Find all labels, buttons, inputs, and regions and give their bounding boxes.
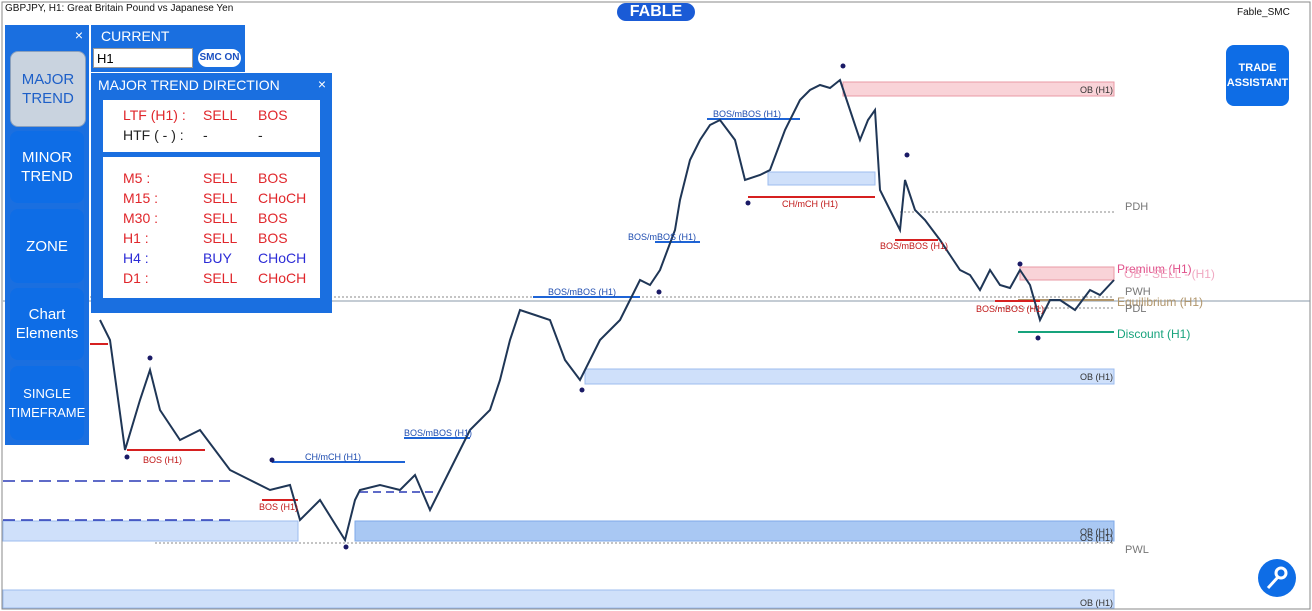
side-button[interactable]: SINGLE TIMEFRAME	[9, 366, 85, 440]
close-button[interactable]: ×	[74, 27, 83, 43]
symbol-title: GBPJPY, H1: Great Britain Pound vs Japan…	[5, 3, 234, 14]
level-label: PWL	[1125, 544, 1149, 556]
structure-label: BOS/mBOS (H1)	[628, 232, 696, 242]
trend-structure: BOS	[258, 107, 288, 123]
key-icon	[1266, 575, 1280, 590]
side-button[interactable]: MINOR TREND	[10, 131, 84, 203]
ob-zone	[767, 171, 876, 186]
trend-label: M5 :	[123, 170, 151, 186]
trend-signal: SELL	[203, 270, 238, 286]
trend-signal: SELL	[203, 210, 238, 226]
structure-label: CH/mCH (H1)	[305, 452, 361, 462]
trend-structure: -	[258, 127, 263, 143]
trend-signal: SELL	[203, 107, 238, 123]
side-button[interactable]: MAJOR TREND	[10, 51, 86, 127]
level-label: PDH	[1125, 201, 1148, 213]
discount-label: Discount (H1)	[1117, 327, 1190, 341]
ob-sell-label: OB - SELL - (H1)	[1124, 267, 1215, 281]
ob-zone	[2, 589, 1115, 609]
level-label: PDL	[1125, 303, 1146, 315]
chart-labels: OB (H1) BOS/mBOS (H1) CH/mCH (H1) BOS/mB…	[143, 85, 1215, 608]
trend-signal: SELL	[203, 170, 238, 186]
equilibrium-label: Equilibrium (H1)	[1117, 295, 1203, 309]
key-icon	[1274, 566, 1288, 580]
smc-toggle[interactable]: SMC ON	[198, 49, 241, 67]
trend-row: HTF ( - ) : - -	[103, 125, 320, 145]
brand-badge: FABLE	[617, 3, 695, 21]
zone-label: OB (H1)	[1080, 85, 1113, 95]
trend-structure: BOS	[258, 210, 288, 226]
structure-label: BOS/mBOS (H1)	[976, 304, 1044, 314]
trend-signal: BUY	[203, 250, 232, 266]
trend-label: M30 :	[123, 210, 159, 226]
trend-row: H1 : SELL BOS	[103, 228, 320, 248]
trend-title: MAJOR TREND DIRECTION	[98, 77, 280, 93]
trend-label: M15 :	[123, 190, 159, 206]
level-label: PWH	[1125, 286, 1151, 298]
side-button[interactable]: ZONE	[10, 209, 84, 283]
trend-label: D1 :	[123, 270, 149, 286]
premium-zone	[1019, 266, 1115, 281]
zone-label: OS (H1)	[1080, 533, 1113, 543]
trend-label: H4 :	[123, 250, 149, 266]
side-button[interactable]: Chart Elements	[10, 288, 84, 360]
ob-zone	[2, 520, 299, 542]
trend-signal: -	[203, 127, 208, 143]
trend-structure: CHoCH	[258, 270, 307, 286]
ob-zone	[354, 520, 1115, 542]
ltf-box: LTF (H1) : SELL BOS HTF ( - ) : - -	[103, 100, 320, 152]
ob-zone	[584, 368, 1115, 385]
trend-label: HTF ( - ) :	[123, 127, 184, 143]
trend-row: D1 : SELL CHoCH	[103, 268, 320, 288]
structure-label: BOS/mBOS (H1)	[404, 428, 472, 438]
zone-label: OB (H1)	[1080, 527, 1113, 537]
structure-label: BOS/mBOS (H1)	[548, 287, 616, 297]
structure-label: BOS (H1)	[259, 502, 298, 512]
premium-label: Premium (H1)	[1117, 262, 1192, 276]
trend-panel: MAJOR TREND DIRECTION × LTF (H1) : SELL BO…	[91, 73, 332, 313]
ob-zone	[842, 81, 1115, 97]
trend-row: M30 : SELL BOS	[103, 208, 320, 228]
trend-row: H4 : BUY CHoCH	[103, 248, 320, 268]
current-panel: CURRENT H1 SMC ON	[91, 25, 245, 72]
price-series	[99, 78, 1115, 543]
close-button[interactable]: ×	[317, 76, 326, 92]
timeframe-select[interactable]: H1	[93, 48, 193, 68]
trade-assistant-button[interactable]: TRADE ASSISTANT	[1226, 45, 1289, 106]
trend-structure: BOS	[258, 170, 288, 186]
trend-row: M5 : SELL BOS	[103, 168, 320, 188]
trend-signal: SELL	[203, 190, 238, 206]
structure-label: CH/mCH (H1)	[782, 199, 838, 209]
structure-label: BOS (H1)	[143, 455, 182, 465]
trend-structure: CHoCH	[258, 250, 307, 266]
trend-structure: BOS	[258, 230, 288, 246]
structure-label: BOS/mBOS (H1)	[713, 109, 781, 119]
trend-signal: SELL	[203, 230, 238, 246]
zone-label: OB (H1)	[1080, 598, 1113, 608]
structure-label: BOS/mBOS (H1)	[880, 241, 948, 251]
trend-label: H1 :	[123, 230, 149, 246]
current-title: CURRENT	[101, 28, 170, 44]
trend-structure: CHoCH	[258, 190, 307, 206]
trend-row: LTF (H1) : SELL BOS	[103, 105, 320, 125]
zone-label: OB (H1)	[1080, 372, 1113, 382]
pivot-markers	[124, 63, 1041, 550]
tf-box: M5 : SELL BOS M15 : SELL CHoCH M30 : SELL BOS H1 …	[103, 157, 320, 298]
trend-row: M15 : SELL CHoCH	[103, 188, 320, 208]
structure-lines	[90, 118, 1040, 501]
trend-label: LTF (H1) :	[123, 107, 186, 123]
indicator-name: Fable_SMC	[1237, 7, 1290, 18]
